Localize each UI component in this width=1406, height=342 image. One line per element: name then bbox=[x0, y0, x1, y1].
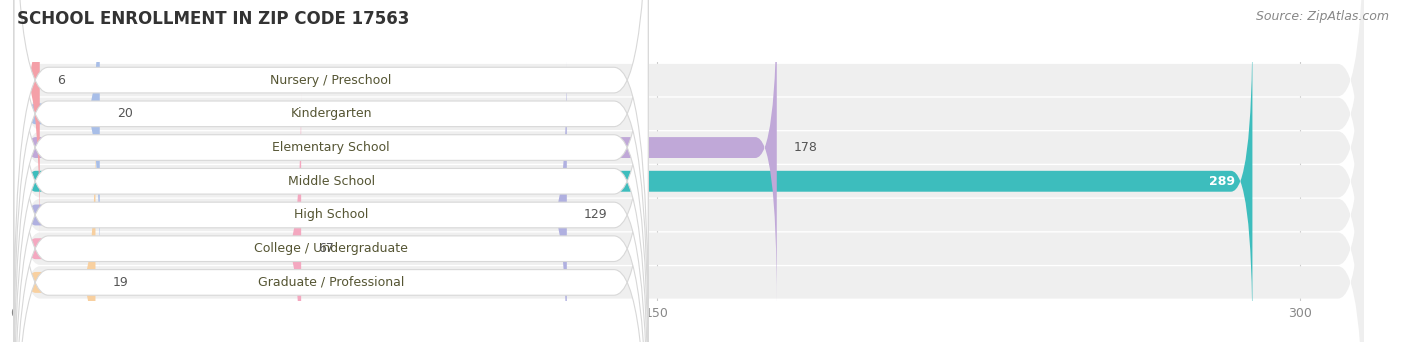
Text: 19: 19 bbox=[112, 276, 128, 289]
Text: Source: ZipAtlas.com: Source: ZipAtlas.com bbox=[1256, 10, 1389, 23]
Text: High School: High School bbox=[294, 209, 368, 222]
FancyBboxPatch shape bbox=[14, 0, 648, 342]
FancyBboxPatch shape bbox=[14, 91, 301, 342]
Text: Graduate / Professional: Graduate / Professional bbox=[257, 276, 405, 289]
Text: 178: 178 bbox=[794, 141, 818, 154]
FancyBboxPatch shape bbox=[14, 29, 1364, 342]
FancyBboxPatch shape bbox=[14, 124, 96, 342]
FancyBboxPatch shape bbox=[14, 96, 1364, 342]
Text: 67: 67 bbox=[318, 242, 335, 255]
FancyBboxPatch shape bbox=[14, 0, 648, 342]
FancyBboxPatch shape bbox=[14, 63, 1364, 342]
Text: College / Undergraduate: College / Undergraduate bbox=[254, 242, 408, 255]
Text: Kindergarten: Kindergarten bbox=[291, 107, 373, 120]
FancyBboxPatch shape bbox=[14, 0, 648, 337]
Text: 20: 20 bbox=[117, 107, 132, 120]
FancyBboxPatch shape bbox=[14, 0, 648, 342]
Text: 129: 129 bbox=[583, 209, 607, 222]
FancyBboxPatch shape bbox=[14, 0, 648, 342]
Text: 6: 6 bbox=[56, 74, 65, 87]
Text: Nursery / Preschool: Nursery / Preschool bbox=[270, 74, 392, 87]
FancyBboxPatch shape bbox=[14, 26, 648, 342]
FancyBboxPatch shape bbox=[14, 0, 648, 342]
Text: 289: 289 bbox=[1209, 175, 1236, 188]
FancyBboxPatch shape bbox=[14, 0, 1364, 334]
FancyBboxPatch shape bbox=[14, 0, 39, 238]
FancyBboxPatch shape bbox=[14, 0, 100, 272]
Text: Elementary School: Elementary School bbox=[273, 141, 389, 154]
FancyBboxPatch shape bbox=[14, 23, 1253, 339]
FancyBboxPatch shape bbox=[14, 0, 1364, 342]
Text: Middle School: Middle School bbox=[288, 175, 375, 188]
FancyBboxPatch shape bbox=[14, 57, 567, 342]
FancyBboxPatch shape bbox=[14, 0, 1364, 300]
FancyBboxPatch shape bbox=[14, 0, 776, 306]
Text: SCHOOL ENROLLMENT IN ZIP CODE 17563: SCHOOL ENROLLMENT IN ZIP CODE 17563 bbox=[17, 10, 409, 28]
FancyBboxPatch shape bbox=[14, 0, 1364, 266]
